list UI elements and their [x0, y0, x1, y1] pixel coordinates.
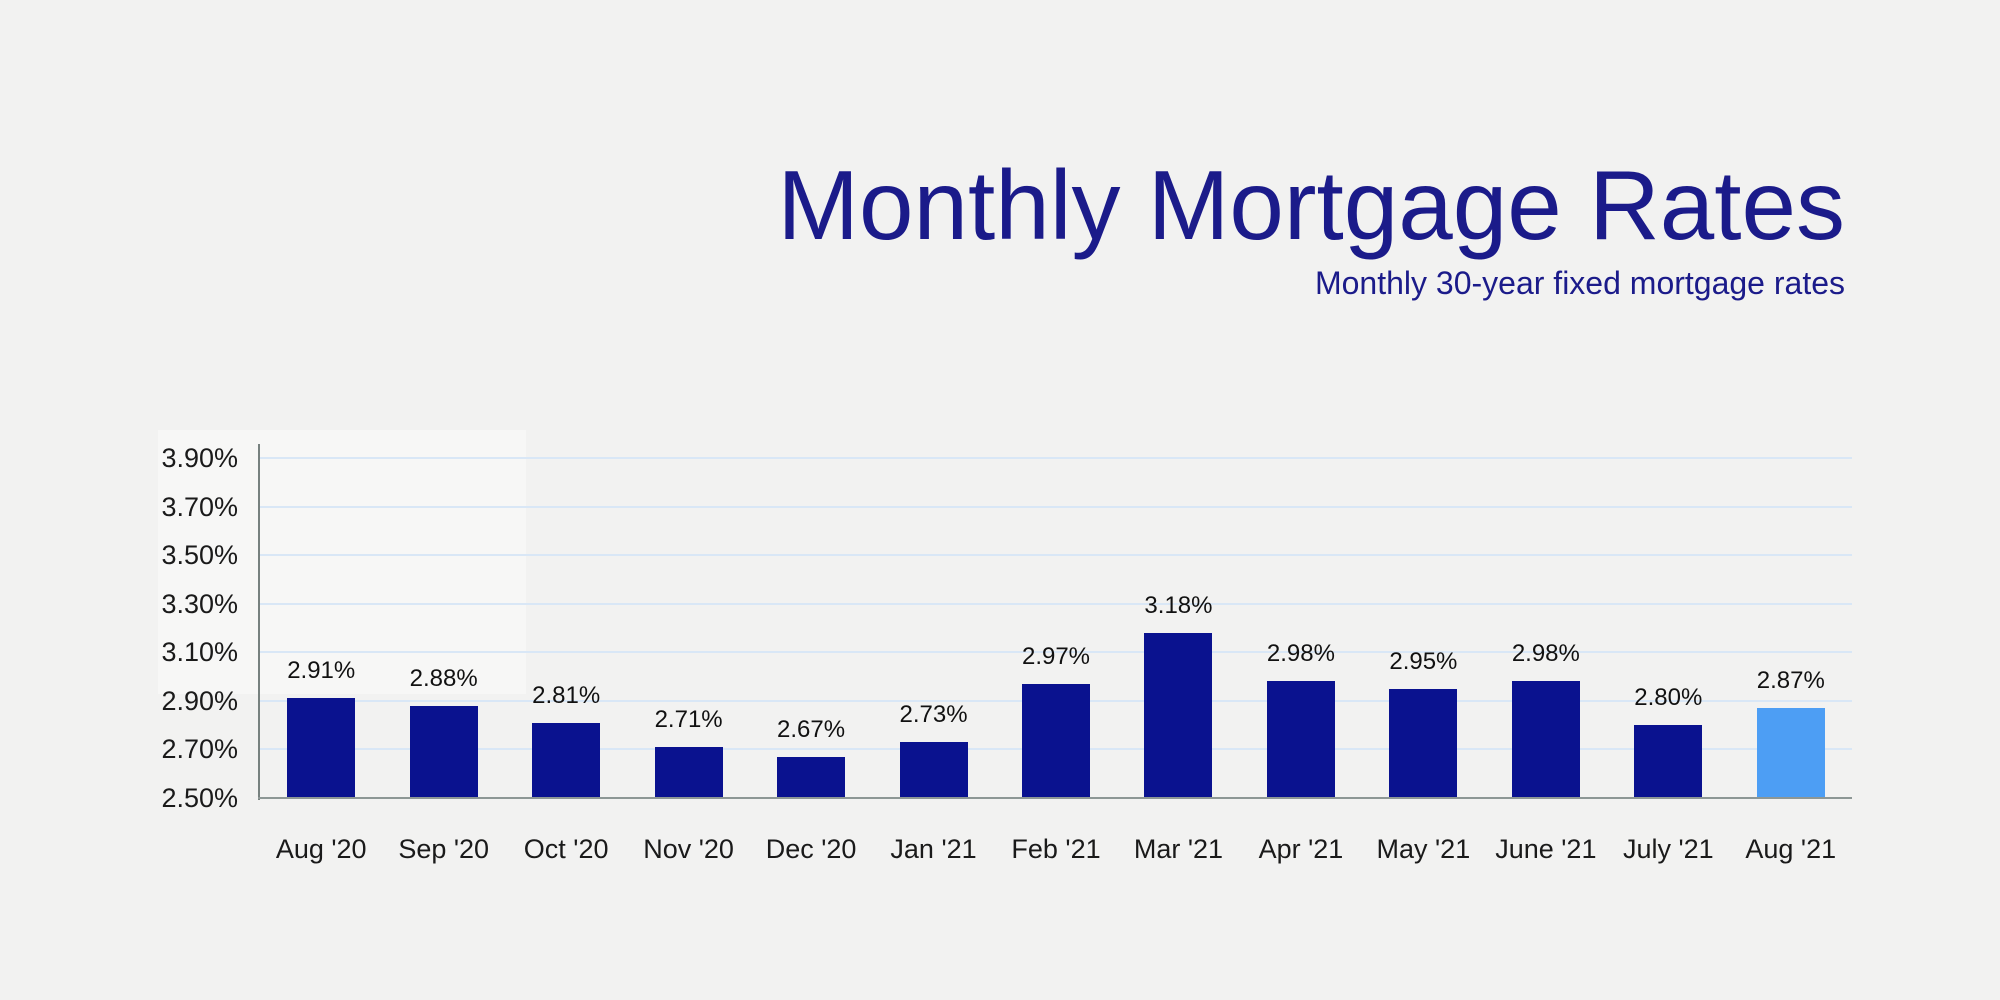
bar-value-label: 2.73% — [899, 701, 968, 729]
y-axis-tick-label: 3.50% — [161, 540, 238, 571]
y-axis-tick-label: 3.90% — [161, 443, 238, 473]
y-axis-tick-label: 2.90% — [161, 685, 238, 716]
x-axis-line — [258, 797, 1852, 799]
x-axis-tick-label: Sep '20 — [398, 834, 490, 864]
x-axis-tick-label: Feb '21 — [1011, 834, 1101, 864]
gridline — [260, 505, 1852, 508]
bar-sep-20 — [409, 705, 478, 797]
bar-mar-21 — [1144, 632, 1213, 797]
x-axis-tick-label: Oct '20 — [523, 834, 609, 864]
bar-value-label: 2.97% — [1021, 642, 1091, 670]
x-axis-tick-label: Jan '21 — [890, 834, 977, 864]
bar-jan-21 — [899, 742, 968, 797]
bar-value-label: 2.87% — [1756, 667, 1825, 695]
x-axis-tick-label: Aug '21 — [1745, 834, 1837, 864]
x-axis-tick-label: May '21 — [1376, 834, 1471, 864]
bar-july-21 — [1634, 725, 1703, 797]
bar-value-label: 2.67% — [777, 715, 846, 743]
y-axis-tick-label: 2.70% — [161, 734, 238, 765]
gridline — [260, 554, 1852, 557]
bar-june-21 — [1511, 681, 1580, 797]
y-axis-label-panel — [158, 430, 526, 694]
bar-value-label: 2.80% — [1634, 684, 1703, 712]
x-axis-tick-label: Aug '20 — [275, 834, 367, 864]
page-subtitle: Monthly 30-year fixed mortgage rates — [1314, 265, 1845, 301]
x-axis-tick-label: Mar '21 — [1133, 834, 1224, 864]
bar-value-label: 2.98% — [1511, 640, 1580, 668]
bar-may-21 — [1389, 688, 1458, 797]
bar-value-label: 2.81% — [532, 681, 601, 709]
x-axis-tick-label: Dec '20 — [765, 834, 857, 864]
y-axis-tick-label: 2.50% — [161, 783, 238, 813]
bar-apr-21 — [1266, 681, 1335, 797]
bar-aug-20 — [287, 698, 356, 797]
bar-value-label: 2.91% — [287, 657, 356, 685]
x-axis-tick-label: June '21 — [1495, 834, 1597, 864]
page-title: Monthly Mortgage Rates — [777, 150, 1845, 260]
x-axis-tick-label: Apr '21 — [1258, 834, 1344, 864]
x-axis-tick-label: Nov '20 — [643, 834, 734, 864]
bar-nov-20 — [654, 747, 723, 797]
y-axis-tick-label: 3.30% — [161, 588, 238, 619]
bar-value-label: 2.95% — [1389, 647, 1458, 675]
bar-value-label: 3.18% — [1144, 591, 1213, 619]
bar-feb-21 — [1022, 683, 1090, 797]
bar-oct-20 — [532, 722, 601, 797]
bar-value-label: 2.88% — [409, 664, 478, 692]
y-axis-tick-label: 3.10% — [161, 637, 238, 668]
gridline — [260, 457, 1852, 459]
y-axis-tick-label: 3.70% — [161, 491, 238, 522]
bar-aug-21 — [1756, 708, 1825, 797]
bar-dec-20 — [777, 756, 846, 797]
gridline — [260, 602, 1852, 605]
bar-value-label: 2.71% — [654, 706, 723, 733]
bar-value-label: 2.98% — [1266, 640, 1335, 668]
y-axis-line — [258, 444, 260, 800]
gridline — [260, 651, 1852, 654]
x-axis-tick-label: July '21 — [1622, 834, 1714, 864]
